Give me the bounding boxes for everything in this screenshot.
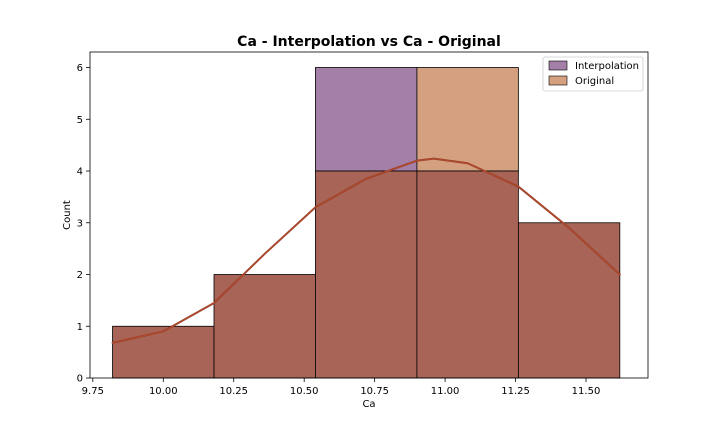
- x-tick-label: 10.25: [219, 386, 248, 397]
- legend-label-interpolation: Interpolation: [575, 61, 639, 72]
- legend-swatch-interpolation: [548, 60, 568, 71]
- y-axis-title: Count: [62, 200, 73, 230]
- legend-box: [542, 56, 644, 92]
- kde-curve-original: [111, 157, 621, 344]
- histogram-bar-overlap-2: [315, 170, 418, 379]
- y-tick-label: 2: [77, 270, 83, 281]
- x-tick-label: 10.00: [149, 386, 178, 397]
- legend-swatch-original: [548, 75, 568, 86]
- y-tick-label: 6: [77, 63, 83, 74]
- x-axis-title: Ca: [362, 399, 375, 410]
- histogram-bar-overlap-0: [112, 325, 215, 379]
- legend: Interpolation Original: [542, 56, 644, 92]
- y-axis: 0 1 2 3 4 5 6: [77, 63, 90, 385]
- x-tick-label: 10.75: [360, 386, 389, 397]
- histogram-bar-overlap-4: [517, 222, 621, 379]
- y-tick-label: 5: [77, 115, 83, 126]
- histogram-bar-original-3: [416, 67, 519, 172]
- plot-frame: [89, 51, 649, 379]
- x-tick-label: 9.75: [82, 386, 104, 397]
- y-tick-label: 4: [77, 167, 83, 178]
- x-tick-label: 11.50: [572, 386, 601, 397]
- histogram-bar-overlap-3: [416, 170, 519, 379]
- histogram-bar-overlap-1: [213, 274, 316, 379]
- x-tick-label: 11.00: [431, 386, 460, 397]
- chart-title: Ca - Interpolation vs Ca - Original: [237, 34, 501, 50]
- plot-area: [111, 67, 621, 379]
- histogram-bar-interpolation-2: [315, 67, 418, 172]
- y-tick-label: 0: [77, 374, 83, 385]
- x-tick-label: 11.25: [501, 386, 530, 397]
- x-tick-label: 10.50: [290, 386, 319, 397]
- y-tick-label: 3: [77, 218, 83, 229]
- x-axis: 9.75 10.00 10.25 10.50 10.75 11.00 11.25 11.50: [82, 378, 601, 397]
- legend-label-original: Original: [575, 76, 614, 87]
- y-tick-label: 1: [77, 322, 83, 333]
